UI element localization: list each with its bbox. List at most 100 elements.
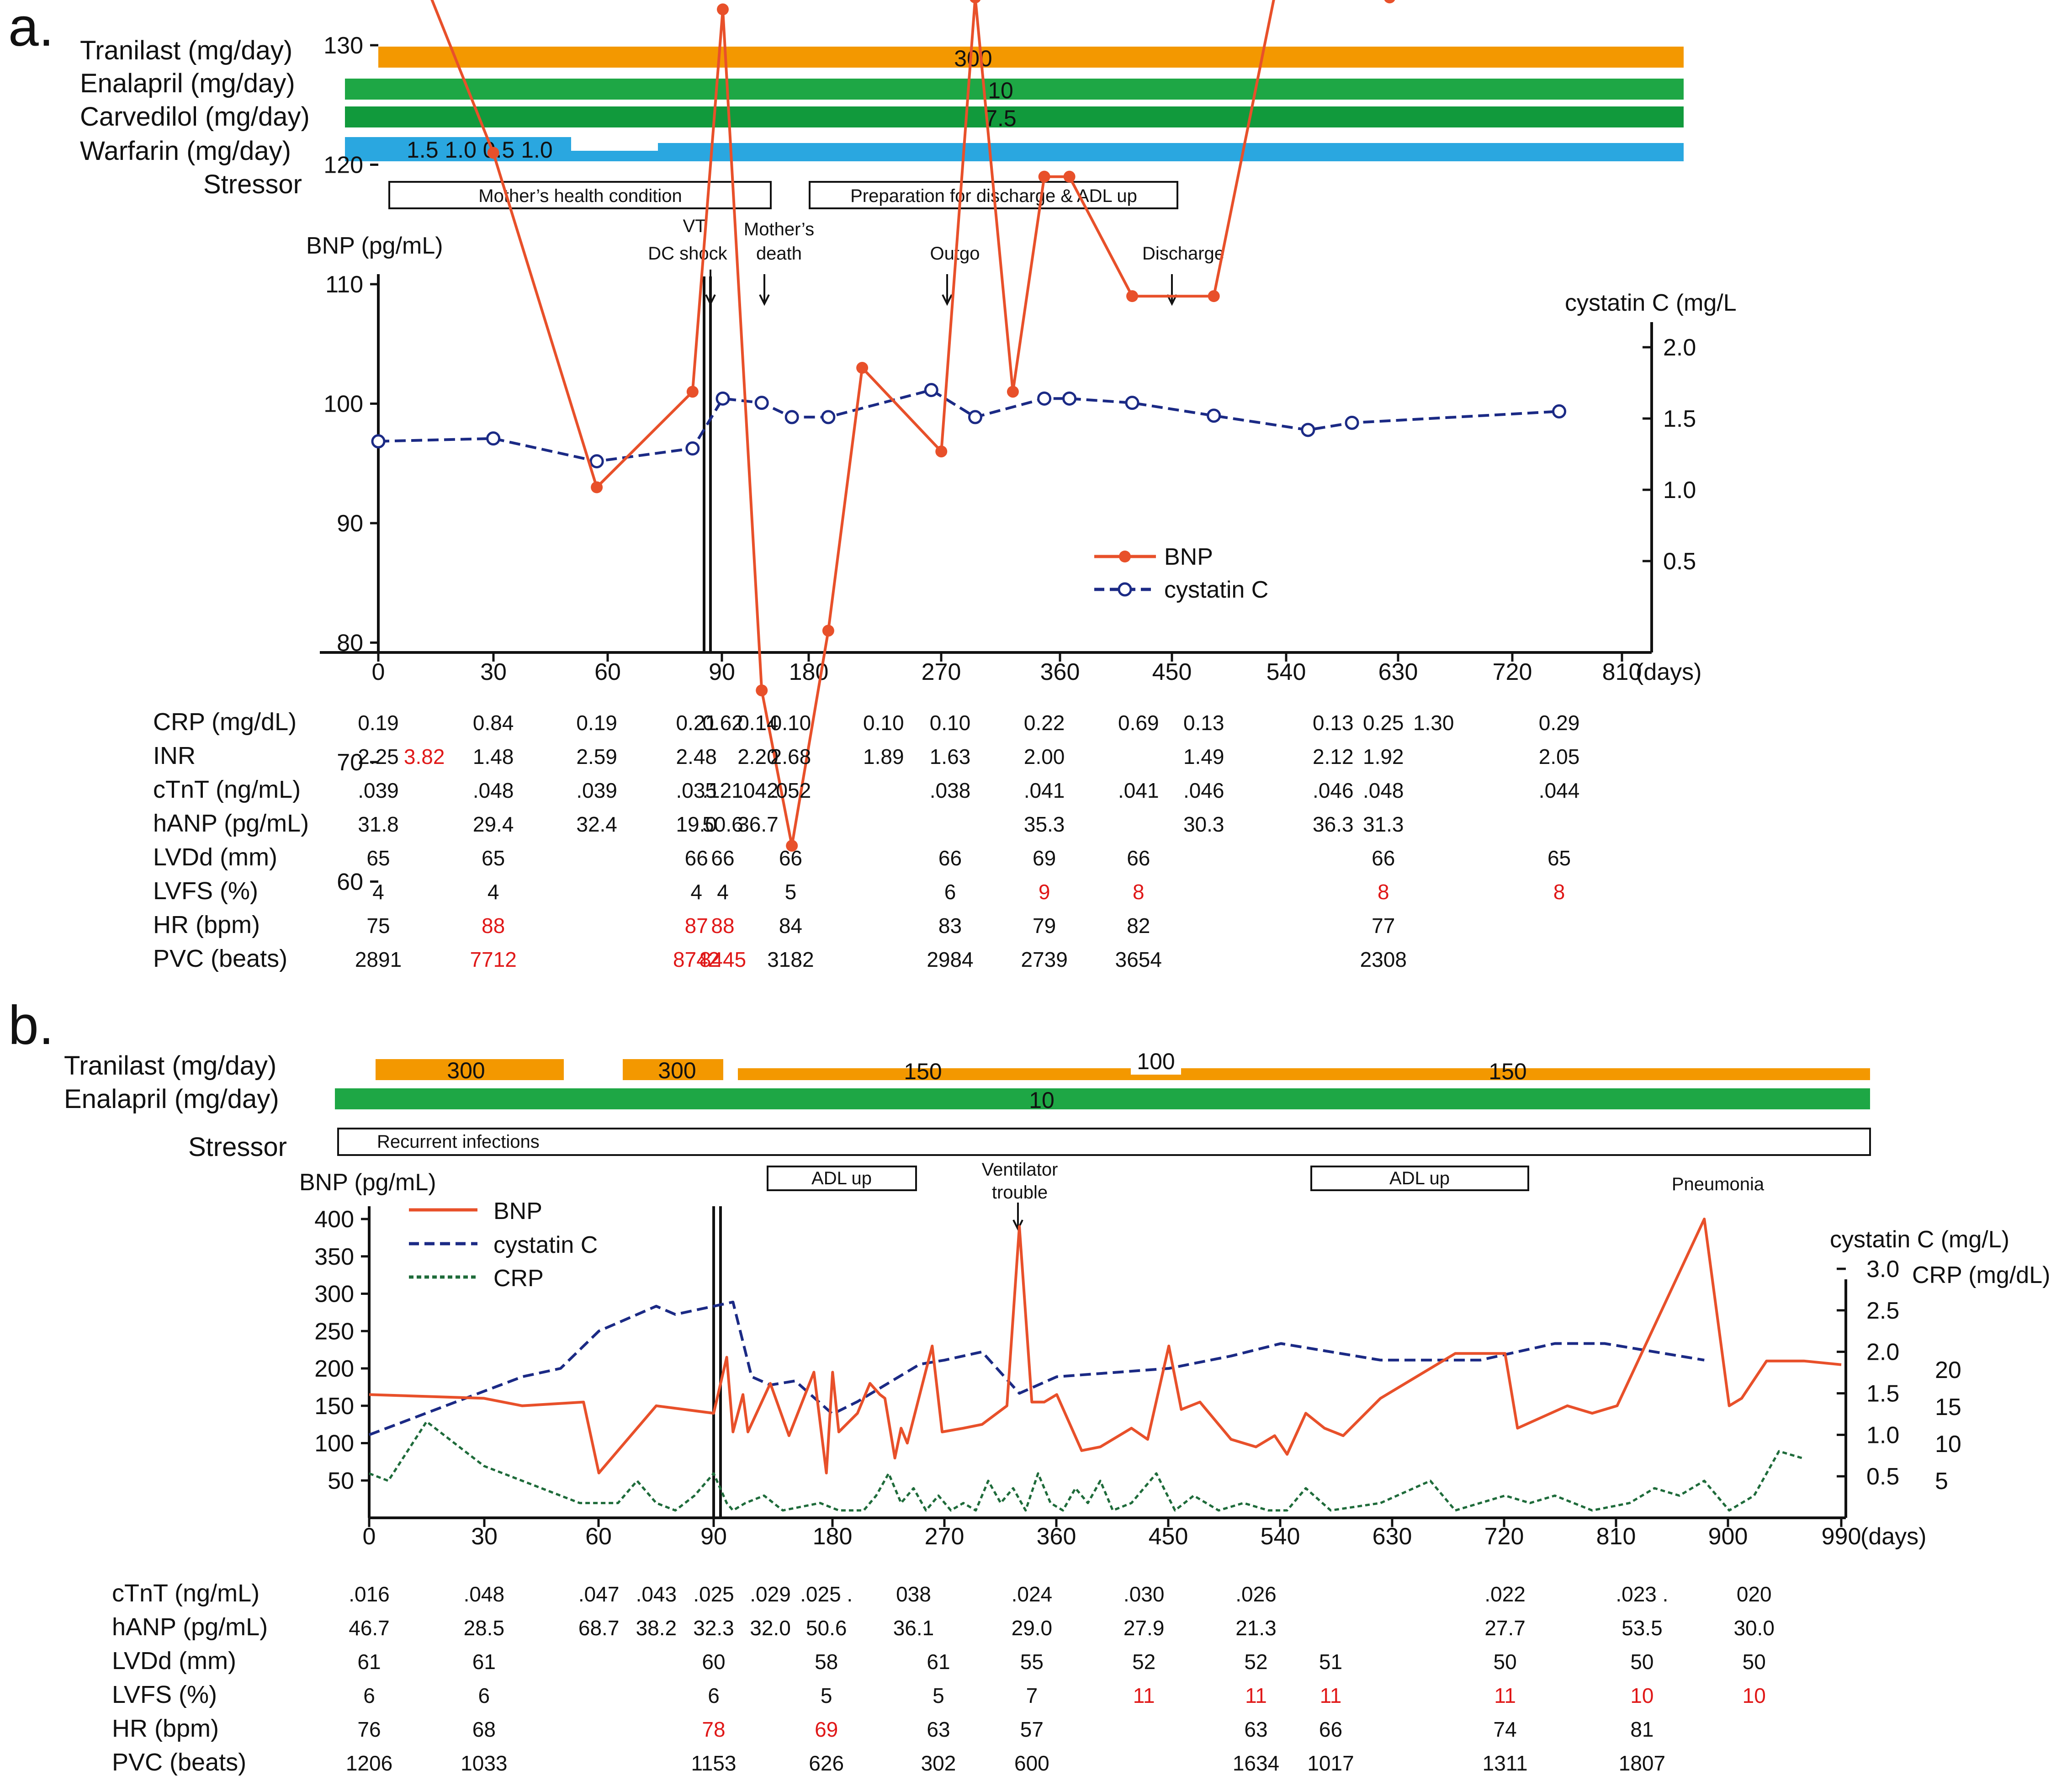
table-a-cell-r2-c9: .041 [1118, 779, 1159, 802]
table-b-label-lvdd: LVDd (mm) [112, 1647, 236, 1675]
table-b-cell-r1-c6: 50.6 [806, 1616, 847, 1640]
table-b-cell-r0-c12: .023 . [1616, 1582, 1668, 1606]
table-a-cell-r2-c1: .048 [473, 779, 514, 802]
table-a-cell-r7-c5: 2984 [927, 948, 973, 971]
stressor-mother-health: Mother’s health condition [478, 186, 682, 206]
x-tick-label-b-8: 450 [1149, 1523, 1188, 1550]
legend-label-bnp-a: BNP [1164, 544, 1213, 570]
table-b-cell-r1-c13: 30.0 [1733, 1616, 1775, 1640]
bnp-a-point-8 [856, 362, 869, 374]
legend-label-crp-b: CRP [493, 1265, 544, 1292]
table-b-cell-r2-c8: 51 [1319, 1650, 1342, 1674]
table-a-cell-r6-c0: 75 [366, 914, 390, 938]
table-a-cell-r1-c4: 2.48 [676, 745, 717, 769]
table-a-label-inr: INR [153, 742, 196, 769]
x-tick-label-b-7: 360 [1037, 1523, 1076, 1550]
table-a-cell-r6-c6: 79 [1033, 914, 1056, 938]
table-b-cell-r2-c4: 61 [927, 1650, 950, 1674]
table-a-cell-r5-c9: 8 [1553, 880, 1565, 904]
cystatin-a-point-7 [821, 410, 836, 424]
bnp-a-point-11 [1007, 386, 1019, 398]
table-b-cell-r2-c11: 50 [1743, 1650, 1766, 1674]
stressor-label-a: Stressor [203, 170, 302, 199]
table-a-cell-r5-c0: 4 [372, 880, 384, 904]
enalapril-dose-a: 10 [988, 78, 1013, 103]
table-a-cell-r7-c4: 3182 [767, 948, 814, 971]
legend-marker-cystatin-a [1118, 582, 1132, 597]
bnp-a-point-7 [822, 625, 834, 637]
x-tick-label-b-3: 90 [700, 1523, 727, 1550]
x-tick-label-b-14: 990 [1822, 1523, 1861, 1550]
x-tick-label-b-11: 720 [1484, 1523, 1524, 1550]
y2-tick-label-b-2.5: 2.5 [1866, 1298, 1899, 1324]
event-arrows-a [705, 270, 1177, 306]
cystatin-a-point-3 [685, 441, 700, 456]
x-axis-unit-a: (days) [1636, 659, 1701, 685]
table-a-cell-r3-c6: 35.3 [1024, 812, 1065, 836]
tranilast-bar-b-1 [376, 1059, 564, 1080]
table-b-cell-r3-c11: 10 [1743, 1684, 1766, 1707]
y2-tick-label-b-1.5: 1.5 [1866, 1381, 1899, 1407]
table-b-cell-r1-c11: 27.7 [1484, 1616, 1526, 1640]
table-b-cell-r3-c3: 5 [821, 1684, 832, 1707]
table-a-cell-r0-c13: 0.25 [1363, 711, 1404, 735]
chart-a: (days) 140130120110100908070602.01.51.00… [320, 0, 1701, 896]
table-a-cell-r0-c14: 1.30 [1413, 711, 1454, 735]
cystatin-a-point-6 [784, 410, 799, 424]
table-a-cell-r2-c12: .048 [1363, 779, 1404, 802]
table-b-cell-r4-c7: 66 [1319, 1717, 1342, 1741]
cystatin-b-line [368, 1300, 1705, 1436]
y3-tick-label-b-20: 20 [1935, 1357, 1961, 1383]
y-tick-label-b-350: 350 [314, 1244, 354, 1270]
table-a-cell-r3-c4: 50.6 [702, 812, 743, 836]
x-tick-label-a-3: 90 [709, 659, 735, 685]
tranilast-dose-b-5: 150 [1489, 1059, 1526, 1084]
y2-tick-label-a-2.0: 2.0 [1663, 334, 1696, 361]
table-a-cell-r2-c7: .038 [930, 779, 971, 802]
cystatin-a-point-5 [754, 396, 769, 410]
table-b-cell-r1-c8: 29.0 [1012, 1616, 1053, 1640]
table-a-cell-r2-c8: .041 [1024, 779, 1065, 802]
table-a-cell-r6-c1: 88 [482, 914, 505, 938]
table-a-cell-r2-c3: .035 [676, 779, 717, 802]
table-a-cell-r7-c1: 7712 [470, 948, 516, 971]
table-b-label-pvc: PVC (beats) [112, 1749, 246, 1776]
y-tick-label-b-250: 250 [314, 1318, 354, 1345]
table-a-cell-r3-c7: 30.3 [1183, 812, 1224, 836]
table-a-cell-r6-c5: 83 [938, 914, 962, 938]
table-b-cell-r5-c4: 302 [921, 1751, 956, 1775]
table-a-cell-r3-c8: 36.3 [1313, 812, 1354, 836]
table-b-cell-r5-c8: 1311 [1483, 1751, 1528, 1775]
drug-label-carvedilol-a: Carvedilol (mg/day) [80, 102, 310, 132]
y2-tick-label-a-1.0: 1.0 [1663, 477, 1696, 504]
table-b-label-ctnt: cTnT (ng/mL) [112, 1580, 260, 1607]
table-a-label-crp: CRP (mg/dL) [153, 708, 297, 736]
table-a-cell-r7-c6: 2739 [1021, 948, 1067, 971]
table-a-cell-r4-c1: 65 [482, 846, 505, 870]
cystatin-a-point-14 [1301, 423, 1315, 437]
arrow-ventilator [1012, 1203, 1023, 1231]
table-b-cell-r0-c5: .029 [750, 1582, 791, 1606]
table-a-cell-r2-c0: .039 [358, 779, 399, 802]
table-a-cell-r0-c15: 0.29 [1539, 711, 1580, 735]
table-a-label-lvdd: LVDd (mm) [153, 843, 277, 871]
y3-tick-label-b-10: 10 [1935, 1431, 1961, 1458]
table-b-cell-r4-c1: 68 [472, 1717, 496, 1741]
table-b-cell-r2-c5: 55 [1020, 1650, 1044, 1674]
table-b-cell-r0-c13: 020 [1737, 1582, 1772, 1606]
table-a-cell-r4-c2: 66 [685, 846, 708, 870]
panel-b-letter: b. [8, 995, 54, 1056]
table-b-cell-r3-c9: 11 [1494, 1684, 1516, 1707]
table-a-cell-r5-c3: 4 [717, 880, 729, 904]
tranilast-bar-b-4 [1131, 1075, 1181, 1080]
x-tick-label-a-12: 810 [1602, 659, 1642, 685]
table-a-cell-r0-c11: 0.13 [1183, 711, 1224, 735]
table-b-cell-r5-c7: 1017 [1307, 1751, 1354, 1775]
cystatin-a-point-16 [1552, 404, 1567, 419]
y-axis-title-bnp-b: BNP (pg/mL) [299, 1169, 436, 1196]
table-a-cell-r2-c13: .044 [1539, 779, 1580, 802]
y-tick-label-a-60: 60 [337, 869, 363, 896]
y-tick-label-a-90: 90 [337, 510, 363, 537]
table-a-label-lvfs: LVFS (%) [153, 877, 258, 905]
table-b-cell-r1-c0: 46.7 [349, 1616, 390, 1640]
